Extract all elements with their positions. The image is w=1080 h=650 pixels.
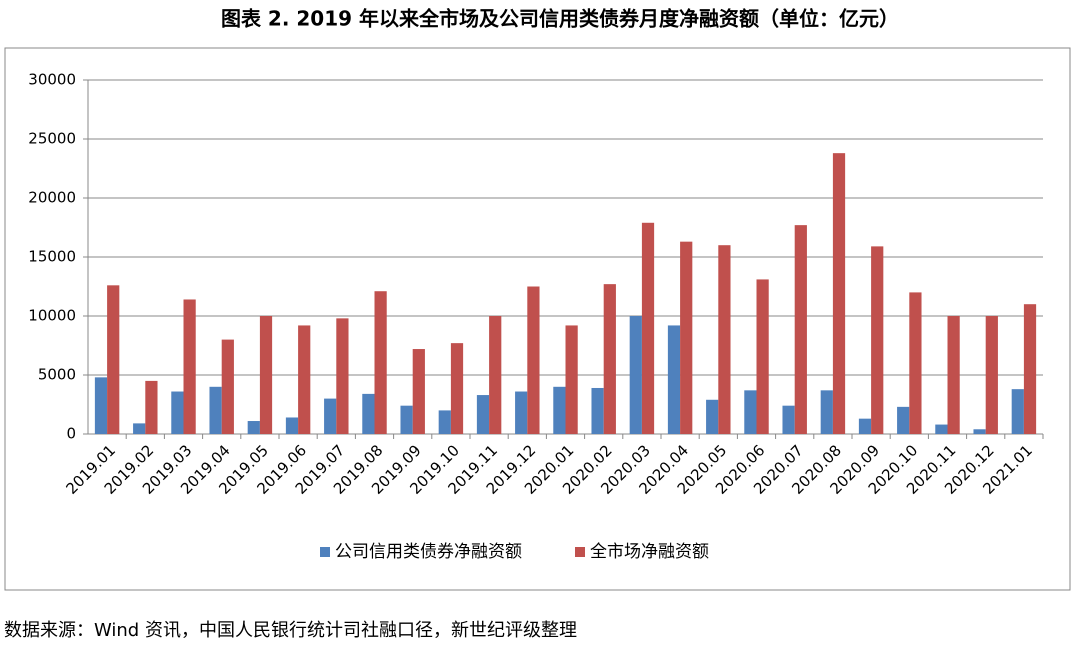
y-tick-label: 30000 (28, 71, 76, 89)
bar (1011, 389, 1024, 434)
bar (476, 395, 490, 434)
bar (107, 285, 120, 434)
bar (744, 390, 757, 434)
bar (629, 316, 642, 434)
legend-label: 公司信用类债券净融资额 (335, 542, 522, 562)
bar (298, 325, 311, 434)
bar (947, 316, 960, 434)
bar (438, 410, 451, 434)
bar (145, 380, 158, 434)
bar (183, 299, 196, 434)
bar (591, 387, 604, 434)
y-tick-label: 20000 (28, 189, 76, 207)
bar (1023, 304, 1037, 434)
legend-label: 全市场净融资额 (590, 542, 709, 562)
bar (412, 349, 425, 434)
bar (400, 405, 413, 434)
bar (324, 398, 337, 434)
bar (973, 429, 986, 434)
bar (794, 225, 807, 434)
bar (935, 424, 948, 434)
bar (489, 316, 502, 434)
bar (680, 241, 693, 434)
bar (527, 286, 540, 434)
bar (897, 406, 910, 434)
bar (362, 393, 375, 434)
source-note: 数据来源：Wind 资讯，中国人民银行统计司社融口径，新世纪评级整理 (4, 620, 577, 641)
bar (221, 339, 234, 434)
bar (171, 391, 184, 434)
bar (247, 421, 260, 434)
legend-swatch (575, 547, 585, 557)
bar (909, 292, 922, 434)
bar (553, 386, 566, 434)
legend-swatch (320, 547, 330, 557)
bar (133, 423, 146, 434)
bar (706, 399, 719, 434)
bar (336, 318, 349, 434)
bar (756, 279, 769, 434)
bar (820, 390, 833, 434)
bar (641, 222, 655, 434)
bar (832, 153, 846, 434)
y-tick-label: 10000 (28, 307, 76, 325)
bar (285, 417, 299, 434)
bar (871, 246, 884, 434)
bar (718, 245, 731, 434)
bar (603, 284, 616, 434)
bar (94, 377, 108, 434)
bar (985, 316, 998, 434)
bar (858, 418, 872, 434)
chart-frame (4, 47, 1071, 591)
y-tick-label: 0 (66, 425, 76, 443)
bar (565, 325, 578, 434)
bar (515, 391, 528, 434)
bar (450, 343, 464, 434)
bar (782, 405, 795, 434)
bar (374, 291, 387, 434)
y-tick-label: 25000 (28, 130, 76, 148)
y-tick-label: 15000 (28, 248, 76, 266)
y-tick-label: 5000 (38, 366, 76, 384)
bar (667, 325, 681, 434)
chart-title: 图表 2. 2019 年以来全市场及公司信用类债券月度净融资额（单位：亿元） (221, 7, 899, 31)
bar (209, 386, 222, 434)
bar (259, 316, 273, 434)
